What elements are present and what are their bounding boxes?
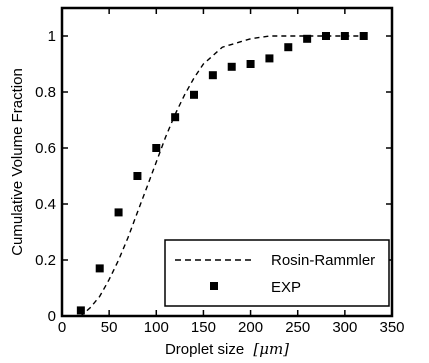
x-tick-label: 300 bbox=[332, 319, 357, 336]
exp-point bbox=[133, 172, 142, 180]
exp-point bbox=[171, 113, 180, 122]
exp-point bbox=[265, 54, 274, 63]
exp-point bbox=[340, 32, 349, 40]
exp-point bbox=[284, 43, 293, 52]
plot-area: 0 50 100 150 200 250 300 350 0 0.2 0.4 0.6 0.8 1 bbox=[35, 6, 405, 336]
legend: Rosin-Rammler EXP bbox=[164, 239, 390, 307]
x-tick-label: 50 bbox=[101, 319, 118, 336]
x-axis-label-text: Droplet size bbox=[165, 341, 244, 358]
y-tick-label: 0.4 bbox=[35, 196, 56, 213]
y-tick-label: 0.8 bbox=[35, 84, 56, 101]
exp-point bbox=[76, 306, 85, 315]
exp-point bbox=[152, 144, 161, 152]
exp-point bbox=[208, 71, 217, 80]
x-tick-label: 100 bbox=[144, 319, 169, 336]
legend-label-rosin-rammler: Rosin-Rammler bbox=[271, 252, 375, 269]
x-axis: 0 50 100 150 200 250 300 350 bbox=[58, 8, 405, 336]
plot-frame bbox=[60, 6, 394, 318]
legend-swatch-exp bbox=[210, 282, 218, 290]
x-axis-label: Droplet size [μm] bbox=[165, 340, 289, 358]
x-tick-label: 350 bbox=[379, 319, 404, 336]
exp-point bbox=[95, 264, 104, 273]
x-tick-label: 250 bbox=[285, 319, 310, 336]
y-tick-label: 0.2 bbox=[35, 252, 56, 269]
exp-point bbox=[322, 32, 330, 40]
exp-point bbox=[114, 208, 123, 217]
x-tick-label: 200 bbox=[238, 319, 263, 336]
x-tick-label: 150 bbox=[191, 319, 216, 336]
y-tick-label: 0.6 bbox=[35, 140, 56, 157]
x-axis-label-unit: [μm] bbox=[253, 340, 289, 358]
exp-point bbox=[227, 62, 236, 71]
exp-series bbox=[76, 32, 368, 315]
exp-point bbox=[246, 60, 255, 68]
exp-point bbox=[190, 90, 198, 99]
y-axis: 0 0.2 0.4 0.6 0.8 1 bbox=[35, 28, 392, 325]
y-axis-label: Cumulative Volume Fraction bbox=[9, 68, 26, 256]
y-tick-label: 0 bbox=[48, 308, 56, 325]
exp-point bbox=[359, 32, 368, 40]
rosin-rammler-series bbox=[62, 35, 364, 317]
exp-point bbox=[303, 34, 312, 43]
x-tick-label: 0 bbox=[58, 319, 66, 336]
legend-label-exp: EXP bbox=[271, 279, 301, 296]
rosin-rammler-curve bbox=[62, 35, 364, 317]
y-tick-label: 1 bbox=[48, 28, 56, 45]
legend-box bbox=[164, 239, 390, 307]
